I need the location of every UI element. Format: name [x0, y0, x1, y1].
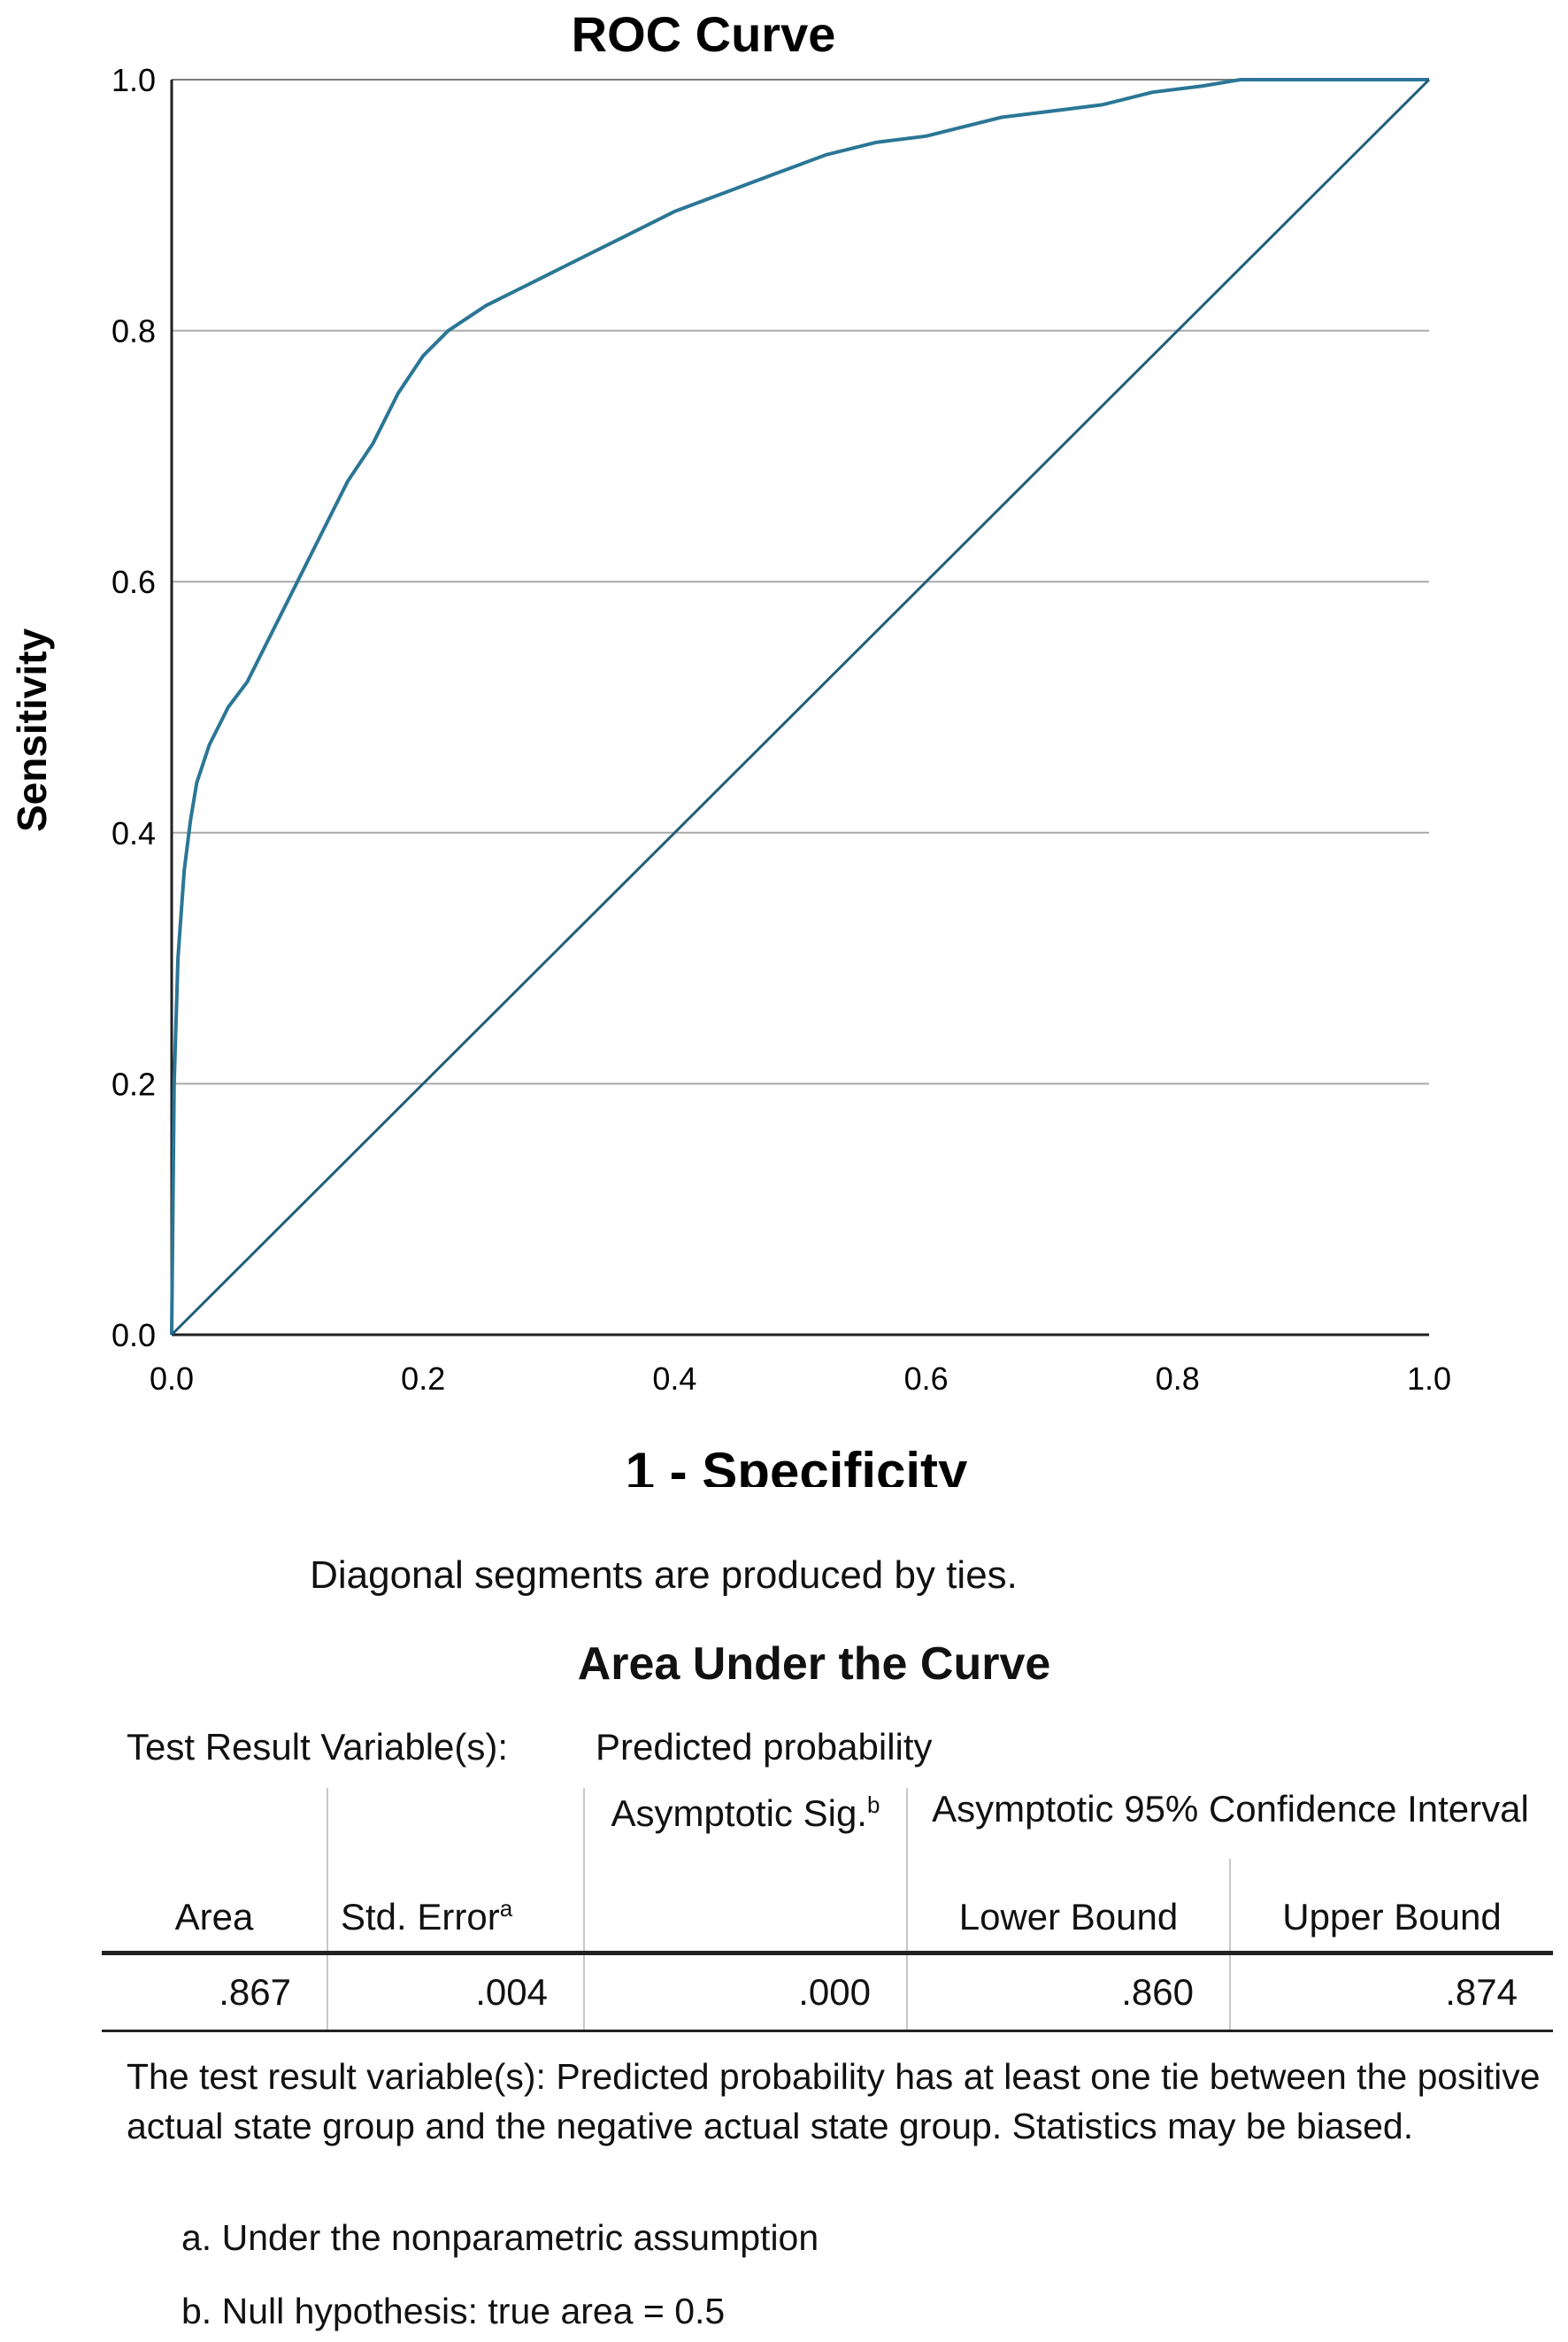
footnote-a: a. Under the nonparametric assumption [181, 2217, 819, 2258]
x-tick-label: 0.0 [150, 1360, 194, 1397]
test-variable-value: Predicted probability [596, 1726, 933, 1768]
x-tick-label: 0.2 [401, 1360, 445, 1397]
footnote-b: b. Null hypothesis: true area = 0.5 [181, 2291, 726, 2331]
cell-area: .867 [102, 1951, 328, 2032]
x-tick-label: 0.6 [904, 1360, 949, 1397]
test-variable-label: Test Result Variable(s): [127, 1726, 509, 1768]
reference-diagonal-line [170, 78, 1431, 1337]
header-lower-bound: Lower Bound [907, 1859, 1231, 1953]
cell-lower-bound: .860 [907, 1951, 1231, 2032]
y-tick-label: 0.8 [111, 313, 156, 350]
y-tick-label: 1.0 [111, 62, 156, 98]
roc-chart: ROC Curve 0.00.20.40.60.81.0 0.0 0.2 0.4 0.… [9, 6, 1451, 1487]
axes [170, 79, 1429, 1337]
ties-note: Diagonal segments are produced by ties. [310, 1553, 1018, 1597]
x-tick-label: 1.0 [1407, 1360, 1451, 1397]
x-tick-label: 0.4 [652, 1360, 696, 1397]
y-tick-labels: 0.0 0.2 0.4 0.6 0.8 1.0 [111, 62, 156, 1353]
x-tick-labels: 0.0 0.2 0.4 0.6 0.8 1.0 [150, 1360, 1451, 1397]
chart-title: ROC Curve [572, 6, 836, 62]
header-sig: Asymptotic Sig.b [584, 1788, 908, 1953]
x-axis-label: 1 - Specificity [626, 1442, 968, 1487]
header-std-error: Std. Errora [327, 1859, 585, 1953]
table-row: .867 .004 .000 .860 .874 [102, 1951, 1553, 2032]
y-axis-label: Sensitivity [9, 628, 55, 833]
auc-table-title: Area Under the Curve [577, 1638, 1051, 1690]
y-tick-label: 0.4 [111, 815, 156, 851]
header-ci: Asymptotic 95% Confidence Interval [932, 1788, 1529, 1830]
grid-lines [172, 329, 1429, 1085]
cell-std-error: .004 [327, 1951, 585, 2032]
y-tick-label: 0.0 [111, 1317, 156, 1353]
y-tick-label: 0.6 [111, 564, 156, 600]
x-tick-label: 0.8 [1156, 1360, 1200, 1397]
cell-sig: .000 [584, 1951, 908, 2032]
test-variable-line: Test Result Variable(s): Predicted proba… [127, 1726, 933, 1768]
auc-table: Asymptotic Sig.b Asymptotic 95% Confiden… [102, 1788, 1553, 2032]
curves [170, 78, 1431, 1337]
header-area: Area [102, 1859, 328, 1953]
y-tick-label: 0.2 [111, 1066, 156, 1102]
roc-curve-line [170, 78, 1429, 1336]
cell-upper-bound: .874 [1230, 1951, 1553, 2032]
header-upper-bound: Upper Bound [1282, 1896, 1502, 1938]
footnote-main: The test result variable(s): Predicted p… [127, 2056, 1541, 2146]
